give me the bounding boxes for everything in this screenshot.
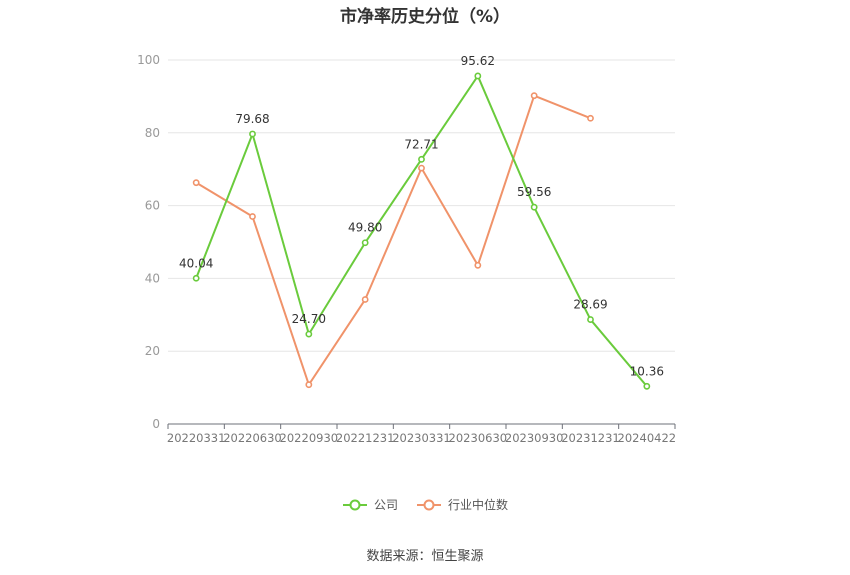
legend-label-industry-median: 行业中位数 <box>448 498 509 512</box>
y-tick-label: 40 <box>145 271 160 285</box>
legend-item-industry-median[interactable]: 行业中位数 <box>416 496 508 513</box>
x-tick-label: 20231231 <box>561 431 620 445</box>
data-label: 59.56 <box>517 185 551 199</box>
legend-label-company: 公司 <box>373 498 398 512</box>
data-label: 79.68 <box>235 112 269 126</box>
x-tick-label: 20220331 <box>167 431 226 445</box>
x-tick-label: 20221231 <box>336 431 395 445</box>
data-point-company <box>643 382 651 390</box>
data-label: 10.36 <box>630 364 664 378</box>
data-label: 40.04 <box>179 256 213 270</box>
data-label: 72.71 <box>404 137 438 151</box>
data-point-industry-median <box>474 261 482 269</box>
data-point-industry-median <box>587 114 594 122</box>
series-line-industry-median <box>195 94 591 386</box>
x-tick-label: 20230630 <box>449 431 508 445</box>
data-point-company <box>418 155 425 163</box>
x-tick-label: 20230930 <box>505 431 564 445</box>
data-point-industry-median <box>530 92 538 100</box>
y-tick-label: 20 <box>145 344 160 358</box>
x-tick-label: 20220630 <box>223 431 282 445</box>
legend-item-company[interactable]: 公司 <box>342 496 398 513</box>
data-label: 49.80 <box>348 221 382 235</box>
data-point-company <box>249 130 256 138</box>
data-point-company <box>305 330 313 338</box>
x-tick-label: 20220930 <box>280 431 339 445</box>
data-point-company <box>361 239 369 247</box>
y-tick-label: 60 <box>145 199 160 213</box>
x-tick-label: 20240422 <box>618 431 677 445</box>
y-tick-label: 0 <box>152 417 160 431</box>
data-point-company <box>474 72 482 80</box>
data-label: 24.70 <box>292 312 326 326</box>
chart-title: 市净率历史分位（%） <box>339 7 511 27</box>
data-source: 数据来源：恒生聚源 <box>366 549 484 564</box>
data-point-company <box>587 316 594 323</box>
y-tick-label: 80 <box>145 126 160 140</box>
data-point-industry-median <box>361 296 369 303</box>
legend: 公司 行业中位数 <box>0 496 850 513</box>
legend-marker-industry-median <box>417 499 441 510</box>
y-tick-label: 100 <box>137 53 160 67</box>
data-label: 28.69 <box>573 298 607 312</box>
data-label: 95.62 <box>461 54 495 68</box>
legend-marker-company <box>342 499 367 510</box>
x-tick-label: 20230331 <box>392 431 451 445</box>
data-point-industry-median <box>192 179 200 187</box>
data-point-industry-median <box>305 381 313 389</box>
data-point-company <box>192 274 200 282</box>
data-point-company <box>530 203 538 211</box>
data-point-industry-median <box>249 213 256 220</box>
data-point-industry-median <box>418 164 425 172</box>
